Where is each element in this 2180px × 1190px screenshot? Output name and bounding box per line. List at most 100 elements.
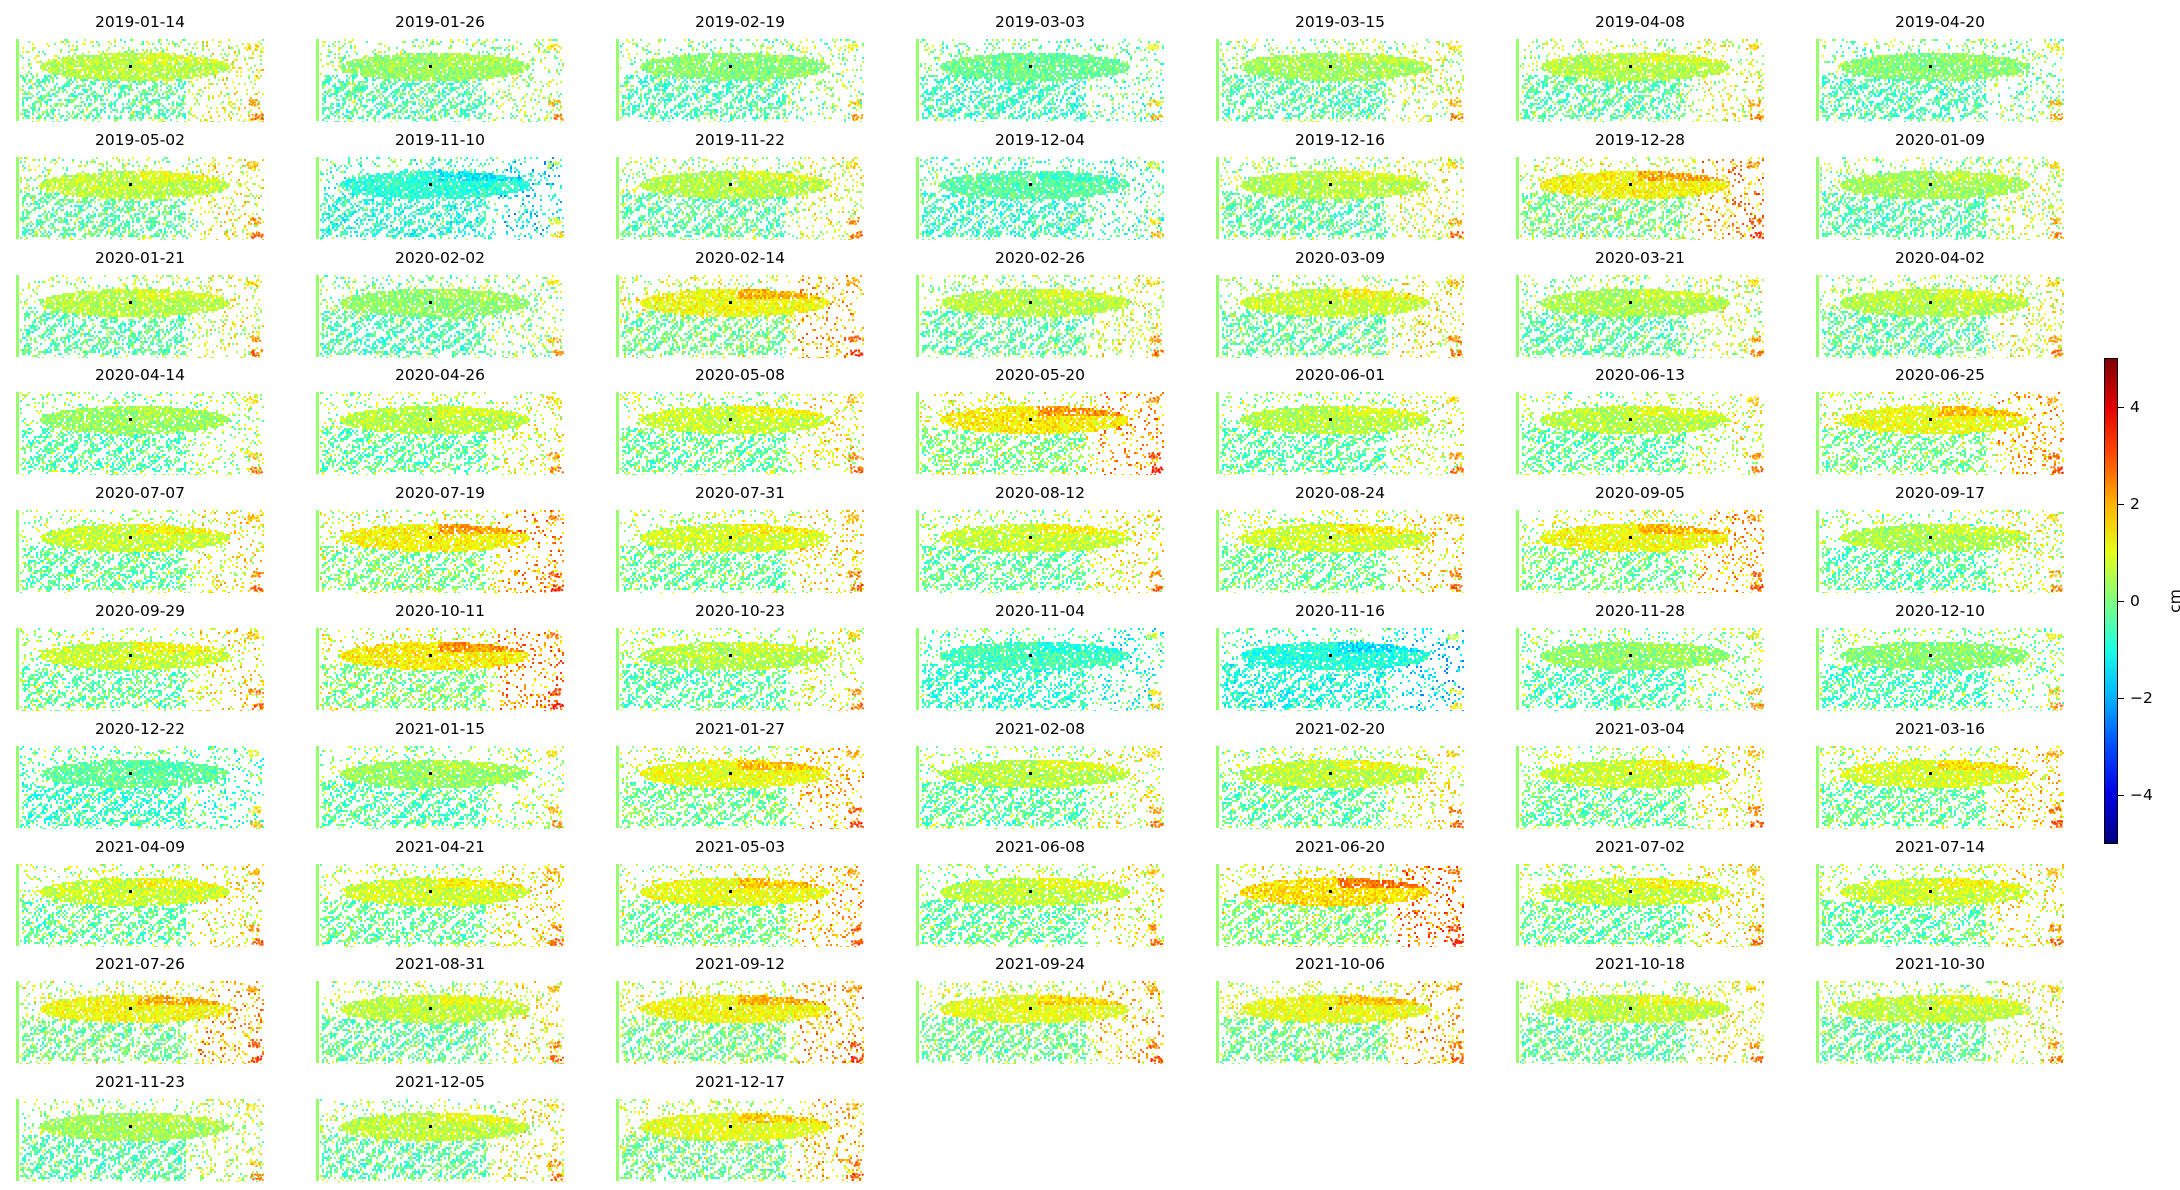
displacement-map [1816, 980, 2064, 1064]
displacement-pixels [1220, 864, 1464, 947]
reference-point-marker [1929, 772, 1932, 775]
colorbar-tick [2118, 795, 2124, 796]
panel-title: 2021-06-20 [1216, 837, 1464, 857]
reference-strip [16, 510, 19, 592]
displacement-pixels [1520, 981, 1764, 1064]
reference-strip [16, 157, 19, 239]
panel-title: 2021-10-30 [1816, 954, 2064, 974]
reference-point-marker [429, 418, 432, 421]
reference-strip [316, 275, 319, 357]
reference-strip [916, 746, 919, 828]
reference-point-marker [1629, 301, 1632, 304]
reference-strip [1216, 157, 1219, 239]
colorbar-tick-label: −2 [2130, 690, 2153, 706]
reference-point-marker [129, 890, 132, 893]
displacement-map [1516, 391, 1764, 475]
panel-title: 2021-12-17 [616, 1072, 864, 1092]
reference-point-marker [1029, 772, 1032, 775]
displacement-map [1516, 863, 1764, 947]
displacement-map [16, 863, 264, 947]
reference-strip [1816, 628, 1819, 710]
displacement-pixels [320, 39, 564, 122]
displacement-pixels [1520, 628, 1764, 711]
reference-point-marker [1929, 654, 1932, 657]
colorbar-tick [2118, 601, 2124, 602]
displacement-map [1516, 627, 1764, 711]
displacement-pixels [320, 628, 564, 711]
reference-strip [16, 1099, 19, 1181]
displacement-map [1516, 509, 1764, 593]
displacement-map [1216, 274, 1464, 358]
reference-point-marker [1029, 65, 1032, 68]
reference-strip [1216, 746, 1219, 828]
displacement-pixels [320, 746, 564, 829]
reference-strip [916, 39, 919, 121]
displacement-map [1816, 38, 2064, 122]
reference-strip [1516, 864, 1519, 946]
panel-title: 2019-12-16 [1216, 130, 1464, 150]
reference-point-marker [429, 183, 432, 186]
panel-title: 2021-07-02 [1516, 837, 1764, 857]
reference-point-marker [429, 301, 432, 304]
reference-point-marker [129, 1007, 132, 1010]
panel-title: 2021-07-14 [1816, 837, 2064, 857]
reference-strip [1816, 510, 1819, 592]
reference-strip [16, 275, 19, 357]
panel-title: 2021-02-08 [916, 719, 1164, 739]
displacement-pixels [1520, 39, 1764, 122]
reference-point-marker [1329, 65, 1332, 68]
reference-point-marker [1029, 183, 1032, 186]
displacement-map [1816, 274, 2064, 358]
reference-strip [1516, 39, 1519, 121]
panel-title: 2021-01-27 [616, 719, 864, 739]
reference-strip [316, 628, 319, 710]
displacement-pixels [320, 864, 564, 947]
reference-point-marker [1929, 418, 1932, 421]
displacement-pixels [1820, 864, 2064, 947]
panel-title: 2020-02-14 [616, 248, 864, 268]
reference-point-marker [1029, 1007, 1032, 1010]
reference-point-marker [129, 1125, 132, 1128]
panel-title: 2020-04-14 [16, 365, 264, 385]
reference-strip [316, 39, 319, 121]
displacement-map [16, 1098, 264, 1182]
panel-title: 2021-09-24 [916, 954, 1164, 974]
reference-point-marker [129, 183, 132, 186]
reference-point-marker [129, 654, 132, 657]
panel-title: 2021-06-08 [916, 837, 1164, 857]
reference-strip [1816, 746, 1819, 828]
displacement-pixels [20, 981, 264, 1064]
reference-strip [1816, 864, 1819, 946]
displacement-map [16, 627, 264, 711]
panel-title: 2020-11-28 [1516, 601, 1764, 621]
panel-title: 2021-04-09 [16, 837, 264, 857]
reference-point-marker [129, 536, 132, 539]
reference-point-marker [729, 772, 732, 775]
panel-title: 2020-05-20 [916, 365, 1164, 385]
panel-title: 2019-12-04 [916, 130, 1164, 150]
displacement-pixels [620, 746, 864, 829]
displacement-map [1216, 391, 1464, 475]
reference-point-marker [729, 418, 732, 421]
displacement-map [316, 38, 564, 122]
reference-strip [316, 1099, 319, 1181]
reference-strip [1516, 392, 1519, 474]
displacement-map [916, 863, 1164, 947]
reference-strip [616, 157, 619, 239]
panel-title: 2020-07-19 [316, 483, 564, 503]
panel-title: 2020-09-17 [1816, 483, 2064, 503]
panel-title: 2020-12-10 [1816, 601, 2064, 621]
displacement-map [1216, 38, 1464, 122]
displacement-map [1816, 156, 2064, 240]
panel-title: 2020-03-09 [1216, 248, 1464, 268]
displacement-pixels [20, 39, 264, 122]
reference-strip [1516, 746, 1519, 828]
panel-title: 2019-04-20 [1816, 12, 2064, 32]
reference-point-marker [1329, 183, 1332, 186]
reference-point-marker [129, 301, 132, 304]
displacement-map [1816, 391, 2064, 475]
panel-title: 2019-01-14 [16, 12, 264, 32]
displacement-pixels [1520, 510, 1764, 593]
displacement-map [916, 391, 1164, 475]
panel-title: 2020-01-21 [16, 248, 264, 268]
